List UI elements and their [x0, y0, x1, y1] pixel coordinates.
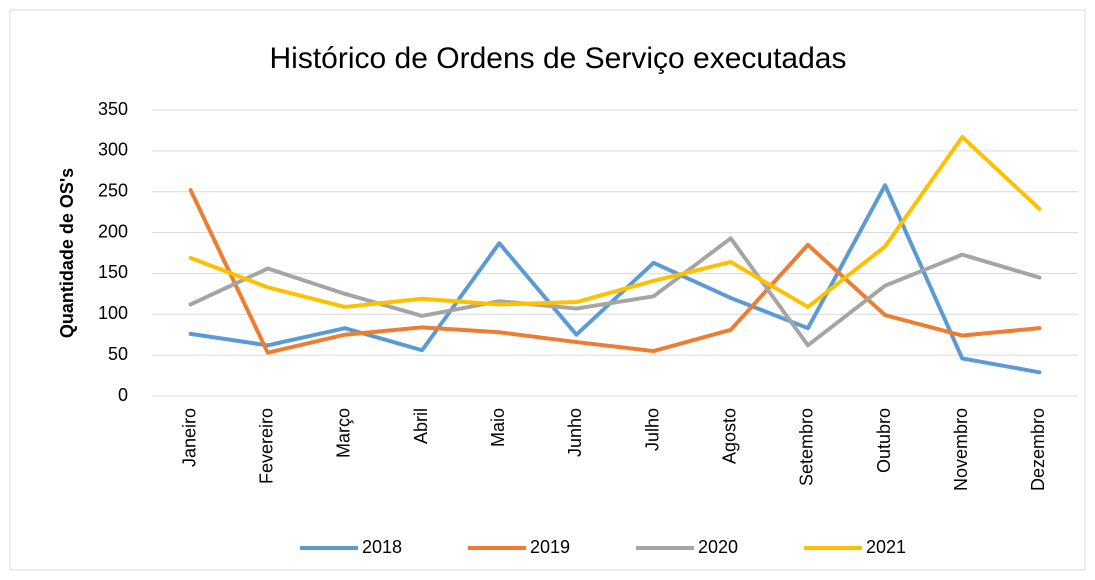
series-line	[188, 188, 1042, 355]
y-tick-label: 50	[108, 344, 128, 364]
x-tick-label: Abril	[411, 408, 431, 444]
y-tick-label: 250	[98, 180, 128, 200]
x-tick-label: Fevereiro	[257, 408, 277, 484]
x-tick-label: Setembro	[797, 408, 817, 486]
y-tick-label: 150	[98, 262, 128, 282]
y-tick-label: 0	[118, 385, 128, 405]
legend-label: 2019	[530, 537, 570, 557]
chart-border	[9, 9, 1086, 571]
chart-title: Histórico de Ordens de Serviço executada…	[270, 42, 847, 75]
x-tick-label: Março	[334, 408, 354, 458]
y-tick-label: 200	[98, 221, 128, 241]
legend-label: 2018	[362, 537, 402, 557]
x-tick-label: Novembro	[951, 408, 971, 491]
y-axis-label: Quantidade de OS's	[57, 168, 77, 338]
x-tick-label: Agosto	[720, 408, 740, 464]
x-tick-label: Julho	[642, 408, 662, 451]
legend-label: 2021	[866, 537, 906, 557]
x-tick-label: Junho	[565, 408, 585, 457]
series-line	[188, 236, 1042, 348]
x-tick-label: Dezembro	[1028, 408, 1048, 491]
y-tick-label: 100	[98, 303, 128, 323]
legend-label: 2020	[698, 537, 738, 557]
y-tick-label: 350	[98, 99, 128, 119]
x-tick-label: Janeiro	[179, 408, 199, 467]
series-line	[188, 183, 1042, 375]
x-tick-label: Maio	[488, 408, 508, 447]
series-line	[188, 134, 1042, 309]
x-tick-label: Outubro	[874, 408, 894, 473]
y-tick-label: 300	[98, 140, 128, 160]
